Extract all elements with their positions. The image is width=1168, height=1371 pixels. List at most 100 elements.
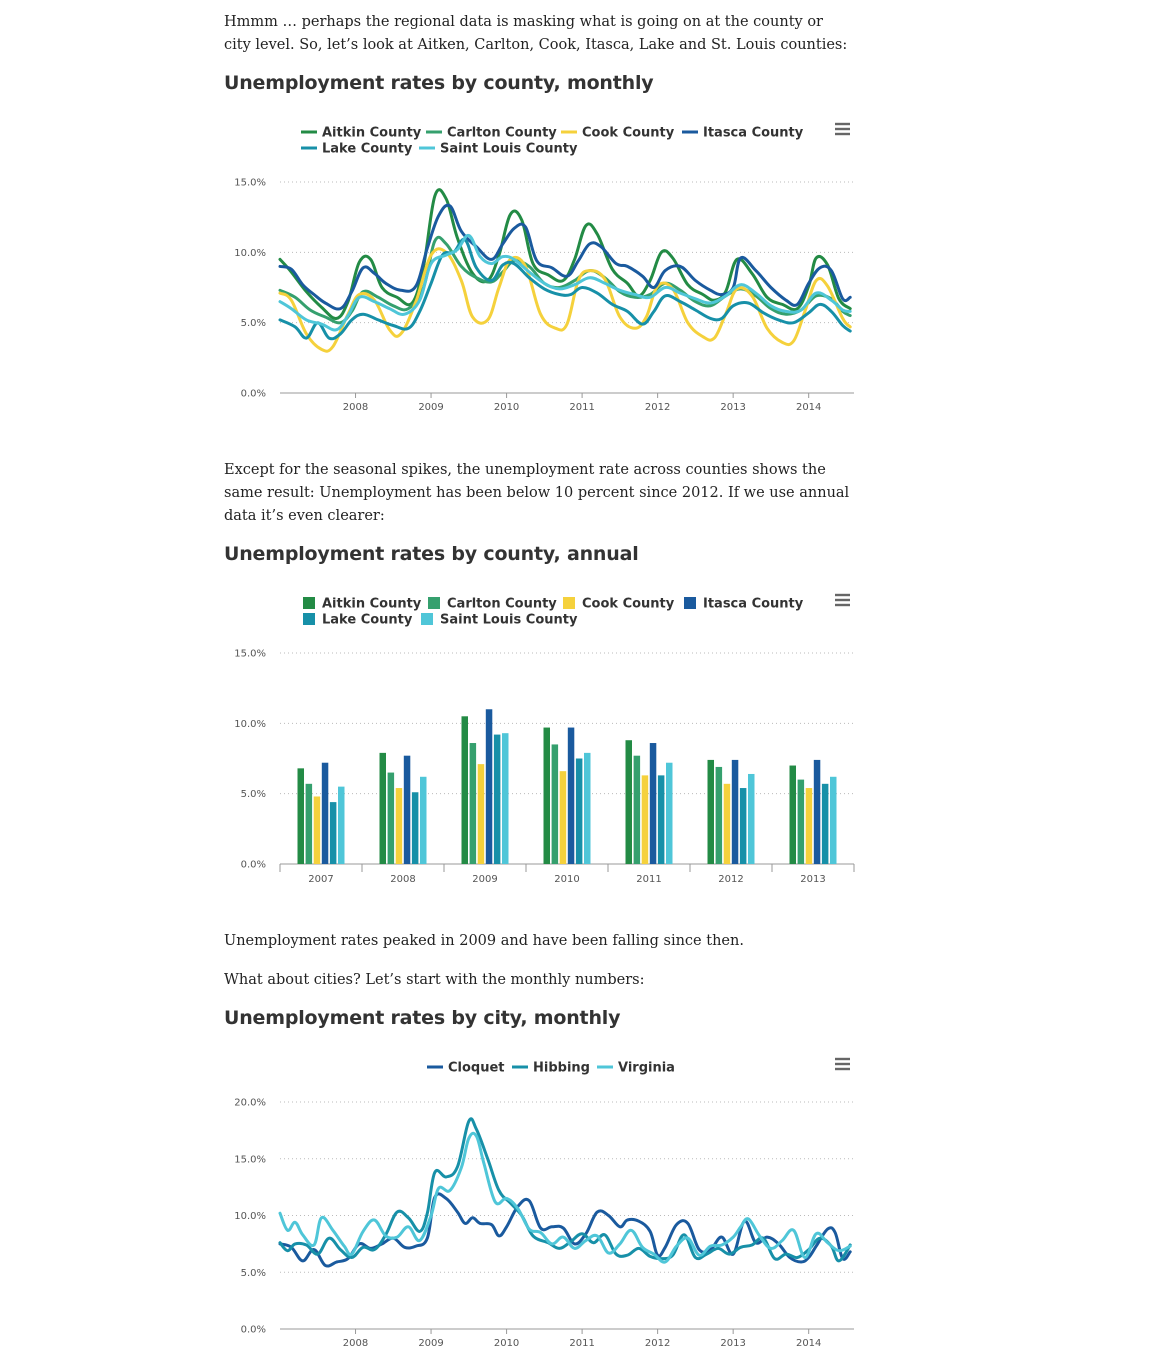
- legend-item-virginia[interactable]: Virginia: [597, 1061, 675, 1076]
- legend-item-cloquet[interactable]: Cloquet: [427, 1061, 505, 1076]
- bar-aitkin-county-2007[interactable]: [297, 768, 305, 864]
- y-tick-label: 5.0%: [241, 318, 266, 329]
- x-tick-label: 2010: [554, 874, 579, 885]
- bar-cook-county-2008[interactable]: [395, 788, 403, 864]
- bar-saint-louis-county-2009[interactable]: [502, 733, 509, 864]
- bar-saint-louis-county-2011[interactable]: [666, 762, 673, 864]
- bar-aitkin-county-2009[interactable]: [461, 716, 469, 864]
- bar-aitkin-county-2013[interactable]: [789, 765, 797, 864]
- legend-label: Aitkin County: [322, 597, 422, 612]
- bar-cook-county-2011[interactable]: [641, 775, 649, 864]
- bar-itasca-county-2012[interactable]: [731, 759, 739, 864]
- legend-item-carlton-county[interactable]: Carlton County: [426, 126, 557, 141]
- chart-county-annual[interactable]: Aitkin County Carlton County Cook County It…: [224, 583, 864, 893]
- bar-lake-county-2010[interactable]: [575, 758, 583, 865]
- legend-item-aitkin-county[interactable]: Aitkin County: [303, 597, 422, 612]
- y-tick-label: 10.0%: [234, 719, 266, 730]
- bar-lake-county-2012[interactable]: [739, 788, 747, 864]
- chart-county-monthly-svg: Aitkin County Carlton County Cook County It…: [234, 120, 854, 413]
- chart-county-monthly[interactable]: Aitkin County Carlton County Cook County It…: [224, 112, 864, 422]
- chart-menu-icon[interactable]: [830, 1055, 854, 1075]
- x-tick-label: 2012: [645, 1338, 670, 1349]
- legend-label: Carlton County: [447, 597, 557, 612]
- bar-carlton-county-2008[interactable]: [387, 772, 395, 864]
- series-line-lake-county[interactable]: [278, 237, 852, 341]
- bar-itasca-county-2013[interactable]: [813, 759, 821, 864]
- legend-item-itasca-county[interactable]: Itasca County: [682, 126, 804, 141]
- series-line-saint-louis-county[interactable]: [278, 233, 852, 332]
- legend-label: Saint Louis County: [440, 613, 578, 628]
- bar-itasca-county-2009[interactable]: [485, 709, 493, 864]
- legend-item-lake-county[interactable]: Lake County: [301, 142, 413, 157]
- bar-aitkin-county-2010[interactable]: [543, 727, 551, 864]
- bar-itasca-county-2007[interactable]: [321, 762, 329, 864]
- bar-lake-county-2013[interactable]: [821, 783, 829, 864]
- bar-cook-county-2010[interactable]: [559, 771, 567, 864]
- legend-item-saint-louis-county[interactable]: Saint Louis County: [421, 613, 578, 628]
- y-tick-label: 15.0%: [234, 178, 266, 189]
- bar-aitkin-county-2012[interactable]: [707, 759, 715, 864]
- bar-cook-county-2007[interactable]: [313, 796, 321, 864]
- legend-marker: [303, 597, 315, 609]
- y-tick-label: 15.0%: [234, 1154, 266, 1165]
- x-tick-label: 2009: [418, 402, 443, 413]
- bar-saint-louis-county-2013[interactable]: [830, 776, 837, 864]
- x-tick-label: 2014: [796, 1338, 821, 1349]
- x-tick-label: 2012: [718, 874, 743, 885]
- bar-saint-louis-county-2010[interactable]: [584, 752, 591, 864]
- paragraph-peak: Unemployment rates peaked in 2009 and ha…: [224, 933, 744, 949]
- series-line-cloquet[interactable]: [278, 1192, 852, 1268]
- y-tick-label: 0.0%: [241, 1325, 266, 1336]
- series-line-itasca-county[interactable]: [278, 203, 852, 311]
- bar-itasca-county-2008[interactable]: [403, 755, 411, 864]
- bar-lake-county-2008[interactable]: [411, 792, 419, 864]
- bar-lake-county-2007[interactable]: [329, 802, 337, 864]
- legend-item-hibbing[interactable]: Hibbing: [512, 1061, 590, 1076]
- chart-title-city-monthly: Unemployment rates by city, monthly: [224, 1007, 621, 1029]
- y-tick-label: 15.0%: [234, 649, 266, 660]
- x-tick-label: 2010: [494, 402, 519, 413]
- bar-saint-louis-county-2012[interactable]: [748, 773, 755, 864]
- bar-carlton-county-2012[interactable]: [715, 766, 723, 864]
- bar-saint-louis-county-2008[interactable]: [420, 776, 427, 864]
- x-tick-label: 2009: [472, 874, 497, 885]
- bar-saint-louis-county-2007[interactable]: [338, 786, 345, 864]
- legend-item-cook-county[interactable]: Cook County: [561, 126, 675, 141]
- bar-carlton-county-2013[interactable]: [797, 779, 805, 864]
- bar-cook-county-2012[interactable]: [723, 783, 731, 864]
- legend-item-carlton-county[interactable]: Carlton County: [428, 597, 557, 612]
- bar-cook-county-2009[interactable]: [477, 764, 485, 864]
- series-line-virginia[interactable]: [278, 1131, 852, 1264]
- x-tick-label: 2008: [390, 874, 415, 885]
- x-tick-label: 2011: [569, 402, 594, 413]
- bar-lake-county-2009[interactable]: [493, 734, 501, 864]
- bar-carlton-county-2011[interactable]: [633, 755, 641, 864]
- bar-carlton-county-2009[interactable]: [469, 743, 477, 864]
- bar-aitkin-county-2011[interactable]: [625, 740, 633, 864]
- bar-carlton-county-2010[interactable]: [551, 744, 559, 864]
- paragraph-cities: What about cities? Let’s start with the …: [224, 972, 645, 988]
- y-tick-label: 10.0%: [234, 248, 266, 259]
- legend-label: Virginia: [618, 1061, 675, 1076]
- legend-label: Itasca County: [703, 126, 804, 141]
- x-tick-label: 2013: [800, 874, 825, 885]
- bar-carlton-county-2007[interactable]: [305, 783, 313, 864]
- legend-item-lake-county[interactable]: Lake County: [303, 613, 413, 628]
- y-tick-label: 5.0%: [241, 789, 266, 800]
- series-line-hibbing[interactable]: [278, 1117, 852, 1263]
- bar-itasca-county-2010[interactable]: [567, 727, 575, 864]
- chart-menu-icon[interactable]: [830, 120, 854, 140]
- chart-city-monthly[interactable]: Cloquet Hibbing Virginia 0.0% 5.0% 10.0% 15.0%…: [224, 1047, 864, 1357]
- x-tick-label: 2009: [418, 1338, 443, 1349]
- x-tick-label: 2007: [308, 874, 333, 885]
- bar-lake-county-2011[interactable]: [657, 775, 665, 864]
- legend-item-cook-county[interactable]: Cook County: [563, 597, 675, 612]
- bar-itasca-county-2011[interactable]: [649, 743, 657, 864]
- legend-label: Hibbing: [533, 1061, 590, 1076]
- legend-item-saint-louis-county[interactable]: Saint Louis County: [419, 142, 578, 157]
- legend-item-itasca-county[interactable]: Itasca County: [684, 597, 804, 612]
- chart-menu-icon[interactable]: [830, 591, 854, 611]
- legend-item-aitkin-county[interactable]: Aitkin County: [301, 126, 422, 141]
- bar-cook-county-2013[interactable]: [805, 788, 813, 864]
- bar-aitkin-county-2008[interactable]: [379, 752, 387, 864]
